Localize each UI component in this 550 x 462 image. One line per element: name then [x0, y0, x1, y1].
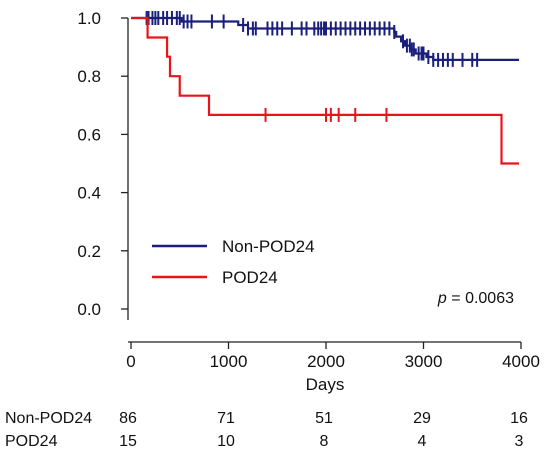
- risk-value: 15: [119, 433, 137, 450]
- risk-value: 71: [217, 410, 235, 427]
- x-axis-title: Days: [306, 375, 345, 394]
- risk-value: 4: [417, 433, 427, 450]
- risk-value: 86: [119, 410, 137, 427]
- x-tick-label: 2000: [307, 352, 345, 371]
- y-tick-label: 0.6: [77, 125, 101, 144]
- p-value-annotation: p = 0.0063: [437, 290, 514, 307]
- risk-value: 8: [319, 433, 329, 450]
- risk-value: 10: [217, 433, 235, 450]
- x-tick-label: 0: [126, 352, 135, 371]
- p-value-text: = 0.0063: [447, 290, 514, 307]
- survival-curves: [131, 11, 520, 165]
- risk-value: 29: [413, 410, 431, 427]
- y-tick-label: 0.0: [77, 300, 101, 319]
- x-tick-label: 4000: [502, 352, 540, 371]
- risk-row-label: Non-POD24: [5, 410, 93, 427]
- legend-label-non-pod24: Non-POD24: [222, 237, 315, 256]
- p-value-symbol: p: [437, 290, 447, 307]
- km-curve-non-pod24: [131, 16, 520, 62]
- risk-value: 51: [315, 410, 333, 427]
- y-tick-label: 0.8: [77, 67, 101, 86]
- y-tick-label: 0.2: [77, 242, 101, 261]
- risk-row-label: POD24: [5, 433, 58, 450]
- x-tick-label: 1000: [210, 352, 248, 371]
- km-curve-pod24: [131, 16, 520, 165]
- y-tick-label: 0.4: [77, 184, 101, 203]
- legend-label-pod24: POD24: [222, 268, 278, 287]
- risk-row-non-pod24: Non-POD24 86 71 51 29 16: [0, 410, 550, 430]
- risk-value: 16: [510, 410, 528, 427]
- axes: [127, 18, 521, 343]
- y-tick-label: 1.0: [77, 9, 101, 28]
- x-ticks: 0 1000 2000 3000 4000: [126, 342, 540, 371]
- risk-row-pod24: POD24 15 10 8 4 3: [0, 433, 550, 453]
- legend: Non-POD24 POD24: [152, 237, 315, 287]
- risk-value: 3: [514, 433, 524, 450]
- y-ticks: 0.0 0.2 0.4 0.6 0.8 1.0: [77, 9, 128, 319]
- x-tick-label: 3000: [405, 352, 443, 371]
